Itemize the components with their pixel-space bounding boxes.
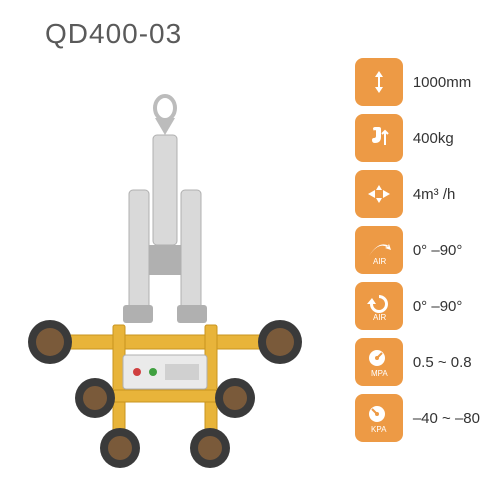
spec-row-vacuum: KPA –40 ~ –80 [355, 394, 480, 442]
spec-row-stroke: 1000mm [355, 58, 480, 106]
svg-text:AIR: AIR [373, 257, 387, 266]
vacuum-icon: KPA [355, 394, 403, 442]
spec-value: 0° –90° [413, 242, 463, 259]
svg-text:KPA: KPA [371, 425, 387, 434]
spec-row-pressure: MPA 0.5 ~ 0.8 [355, 338, 480, 386]
spec-row-capacity: 400kg [355, 114, 480, 162]
stroke-icon [355, 58, 403, 106]
spec-value: 0.5 ~ 0.8 [413, 354, 472, 371]
spec-value: 1000mm [413, 74, 471, 91]
spec-value: 400kg [413, 130, 454, 147]
crossbar [35, 335, 295, 349]
capacity-icon [355, 114, 403, 162]
spec-value: 0° –90° [413, 298, 463, 315]
product-illustration [25, 90, 305, 470]
frame-mid [113, 390, 217, 402]
pneumatic-cylinders [123, 135, 207, 323]
spec-row-rotate: AIR 0° –90° [355, 282, 480, 330]
svg-text:AIR: AIR [373, 313, 387, 322]
spec-row-flow: 4m³ /h [355, 170, 480, 218]
control-box [123, 355, 207, 389]
spec-value: 4m³ /h [413, 186, 456, 203]
pressure-icon: MPA [355, 338, 403, 386]
model-title: QD400-03 [45, 18, 182, 50]
flow-icon [355, 170, 403, 218]
spec-value: –40 ~ –80 [413, 410, 480, 427]
spec-list: 1000mm 400kg 4m³ /h AIR 0° –90° [355, 58, 480, 442]
tilt-icon: AIR [355, 226, 403, 274]
lifting-hook [155, 96, 175, 135]
svg-text:MPA: MPA [371, 369, 388, 378]
rotate-icon: AIR [355, 282, 403, 330]
spec-row-tilt: AIR 0° –90° [355, 226, 480, 274]
